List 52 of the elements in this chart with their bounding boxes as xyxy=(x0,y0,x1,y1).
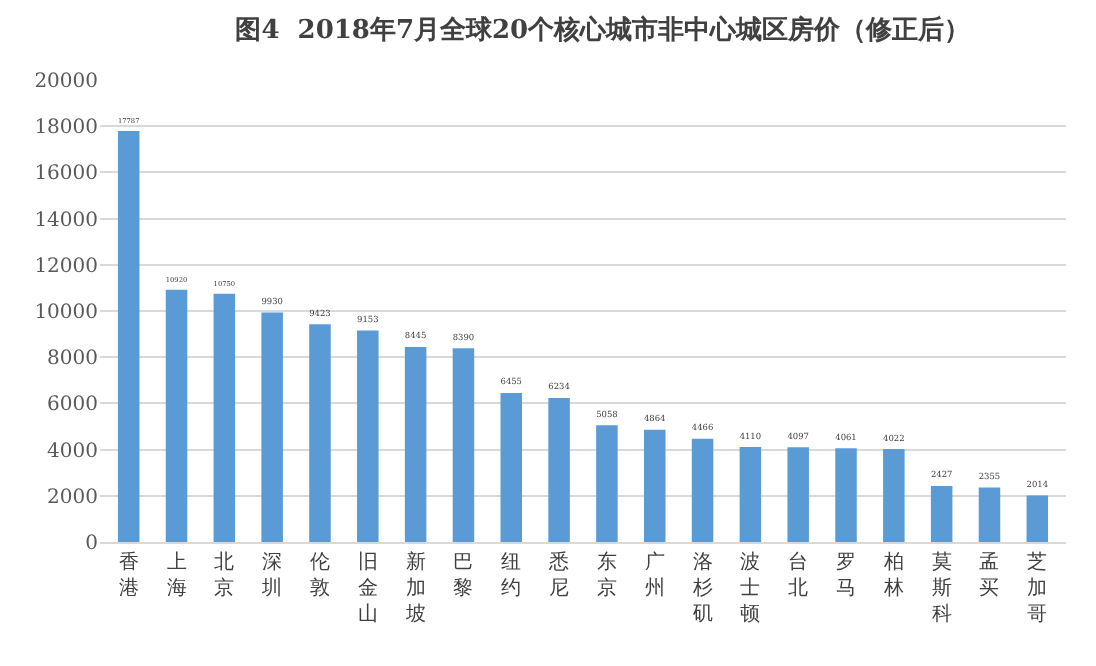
y-tick-label: 0 xyxy=(85,533,98,555)
x-tick-label: 芝加哥 xyxy=(1027,550,1048,626)
x-tick-label: 上海 xyxy=(166,550,187,600)
y-tick-label: 12000 xyxy=(34,255,98,278)
bar xyxy=(261,312,283,542)
bar xyxy=(357,330,379,542)
x-tick-label: 伦敦 xyxy=(309,550,330,600)
x-tick-label: 旧金山 xyxy=(357,550,378,626)
x-tick-label: 深圳 xyxy=(260,550,283,600)
x-tick-label: 纽约 xyxy=(501,550,522,600)
y-tick-label: 20000 xyxy=(34,71,98,93)
x-tick-label: 洛杉矶 xyxy=(690,550,713,626)
x-tick-label: 台北 xyxy=(788,550,809,600)
bar xyxy=(548,398,570,542)
bar xyxy=(787,447,809,542)
chart-title: 图4 2018年7月全球20个核心城市非中心城区房价（修正后） xyxy=(235,14,971,47)
bar xyxy=(596,425,618,542)
x-tick-label: 新加坡 xyxy=(403,550,426,626)
bar xyxy=(883,449,905,542)
bar xyxy=(739,447,762,542)
bar xyxy=(213,293,236,542)
y-tick-label: 2000 xyxy=(47,486,98,509)
x-tick-label: 柏林 xyxy=(881,550,904,600)
x-tick-label: 东京 xyxy=(596,550,617,600)
x-tick-label: 香港 xyxy=(118,550,139,600)
bar xyxy=(930,485,953,542)
bar xyxy=(500,392,523,542)
y-tick-label: 18000 xyxy=(34,117,98,140)
bar xyxy=(309,324,331,542)
bar xyxy=(835,448,857,542)
bar xyxy=(452,348,475,542)
x-tick-label: 波士顿 xyxy=(740,550,761,626)
bar xyxy=(404,346,427,542)
bar xyxy=(978,487,1001,542)
bar xyxy=(1026,495,1049,542)
bar xyxy=(691,438,714,542)
bar xyxy=(165,289,188,542)
x-tick-label: 罗马 xyxy=(836,552,857,600)
y-tick-label: 4000 xyxy=(47,440,98,463)
y-tick-label: 14000 xyxy=(34,209,98,232)
y-tick-label: 16000 xyxy=(34,163,98,186)
x-tick-label: 巴黎 xyxy=(453,552,474,600)
x-tick-label: 孟买 xyxy=(979,552,1000,600)
bar xyxy=(643,429,666,542)
bar xyxy=(117,131,140,542)
x-tick-label: 北京 xyxy=(214,550,235,600)
x-tick-label: 莫斯科 xyxy=(931,550,952,626)
y-tick-label: 10000 xyxy=(34,302,98,324)
x-tick-label: 广州 xyxy=(644,550,665,600)
y-tick-label: 6000 xyxy=(47,394,98,417)
y-tick-label: 8000 xyxy=(47,348,98,371)
x-tick-label: 悉尼 xyxy=(547,550,570,600)
